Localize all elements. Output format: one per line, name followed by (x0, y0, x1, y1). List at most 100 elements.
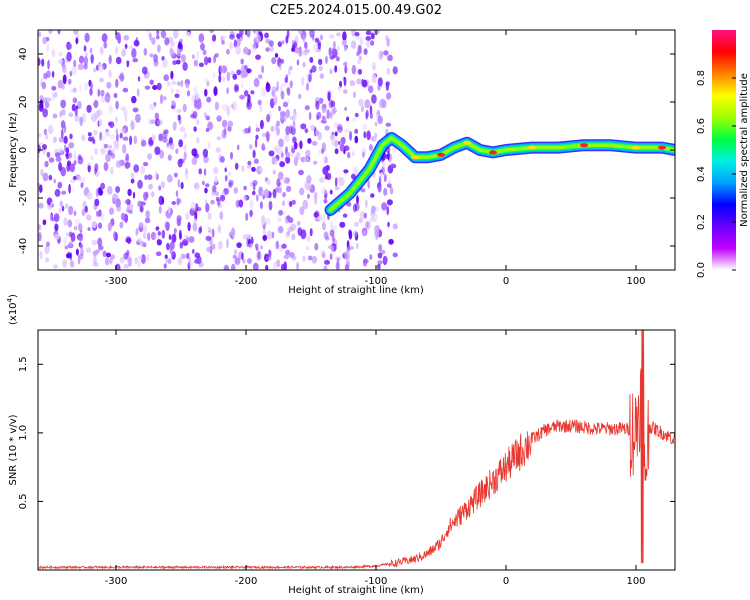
noise-cell (141, 139, 147, 147)
noise-cell (378, 50, 383, 61)
noise-cell (285, 156, 291, 164)
noise-cell (103, 143, 109, 149)
noise-cell (304, 105, 310, 111)
noise-cell (314, 243, 319, 251)
noise-cell (45, 97, 52, 103)
noise-cell (202, 49, 207, 56)
noise-cell (177, 158, 183, 168)
noise-cell (337, 125, 343, 133)
noise-cell (73, 160, 77, 166)
noise-cell (233, 187, 238, 194)
noise-cell (54, 233, 60, 240)
noise-cell (196, 137, 200, 144)
noise-cell (368, 144, 373, 151)
noise-cell (348, 229, 353, 240)
noise-cell (162, 58, 168, 68)
noise-cell (175, 148, 179, 154)
noise-cell (156, 239, 162, 246)
noise-cell (62, 84, 65, 90)
noise-cell (196, 99, 202, 110)
noise-cell (198, 227, 202, 234)
noise-cell (334, 186, 340, 191)
noise-cell (260, 215, 266, 225)
noise-cell (182, 61, 188, 71)
noise-cell (187, 90, 190, 97)
noise-cell (205, 235, 212, 241)
noise-cell (99, 77, 104, 83)
spectrogram-x-tick-label: -200 (235, 276, 258, 287)
spectrogram-x-tick-label: 100 (626, 276, 645, 287)
noise-cell (233, 83, 239, 93)
noise-cell (232, 254, 237, 259)
noise-cell (149, 53, 154, 58)
snr-y-tick-label: 0.5 (18, 493, 29, 509)
noise-cell (354, 202, 360, 212)
noise-cell (250, 237, 254, 245)
noise-cell (207, 57, 212, 64)
noise-cell (375, 206, 380, 212)
noise-cell (282, 200, 286, 206)
noise-cell (98, 189, 104, 196)
spectrogram-y-tick-label: -20 (18, 190, 29, 206)
noise-cell (198, 168, 202, 175)
noise-cell (137, 237, 142, 243)
noise-cell (350, 173, 356, 180)
noise-cell (124, 114, 128, 122)
noise-cell (70, 179, 76, 184)
noise-cell (247, 243, 253, 249)
noise-cell (68, 78, 72, 85)
noise-cell (371, 62, 377, 70)
noise-cell (122, 136, 129, 141)
noise-cell (241, 252, 244, 261)
noise-cell (173, 172, 178, 178)
noise-cell (68, 205, 74, 216)
noise-cell (83, 45, 87, 52)
noise-cell (160, 181, 166, 189)
noise-cell (74, 114, 80, 122)
noise-cell (278, 105, 281, 112)
noise-cell (87, 165, 91, 173)
noise-cell (191, 54, 195, 60)
noise-cell (381, 202, 388, 211)
noise-cell (156, 82, 162, 91)
colorbar: 0.0 0.2 0.4 0.6 0.8 Normalized spectral ampl… (696, 30, 750, 278)
noise-cell (85, 247, 92, 253)
noise-cell (170, 70, 174, 80)
noise-cell (51, 85, 57, 91)
noise-cell (262, 234, 268, 241)
noise-cell (120, 256, 125, 263)
noise-cell (246, 30, 251, 38)
noise-cell (260, 87, 267, 98)
noise-cell (329, 253, 333, 260)
noise-cell (304, 128, 309, 134)
noise-cell (113, 92, 118, 99)
noise-cell (318, 58, 323, 66)
noise-cell (381, 249, 386, 255)
noise-cell (178, 139, 184, 148)
noise-cell (123, 263, 129, 269)
noise-cell (42, 144, 47, 150)
noise-cell (206, 96, 212, 103)
noise-cell (41, 58, 45, 67)
noise-cell (282, 191, 286, 198)
noise-cell (87, 227, 91, 232)
noise-cell (306, 175, 312, 184)
noise-cell (175, 89, 180, 93)
noise-cell (62, 259, 67, 268)
noise-cell (104, 131, 110, 138)
noise-cell (103, 41, 108, 49)
noise-cell (58, 162, 63, 172)
signal-hotspot (580, 143, 588, 148)
signal-hotspot (463, 140, 471, 145)
signal-hotspot (411, 155, 419, 160)
noise-cell (326, 172, 332, 181)
noise-cell (385, 81, 390, 91)
noise-cell (271, 57, 277, 65)
noise-cell (171, 99, 175, 106)
noise-cell (46, 43, 50, 52)
noise-cell (239, 30, 243, 38)
noise-cell (299, 140, 303, 150)
noise-cell (136, 88, 140, 97)
noise-cell (155, 35, 160, 40)
noise-cell (248, 125, 251, 134)
